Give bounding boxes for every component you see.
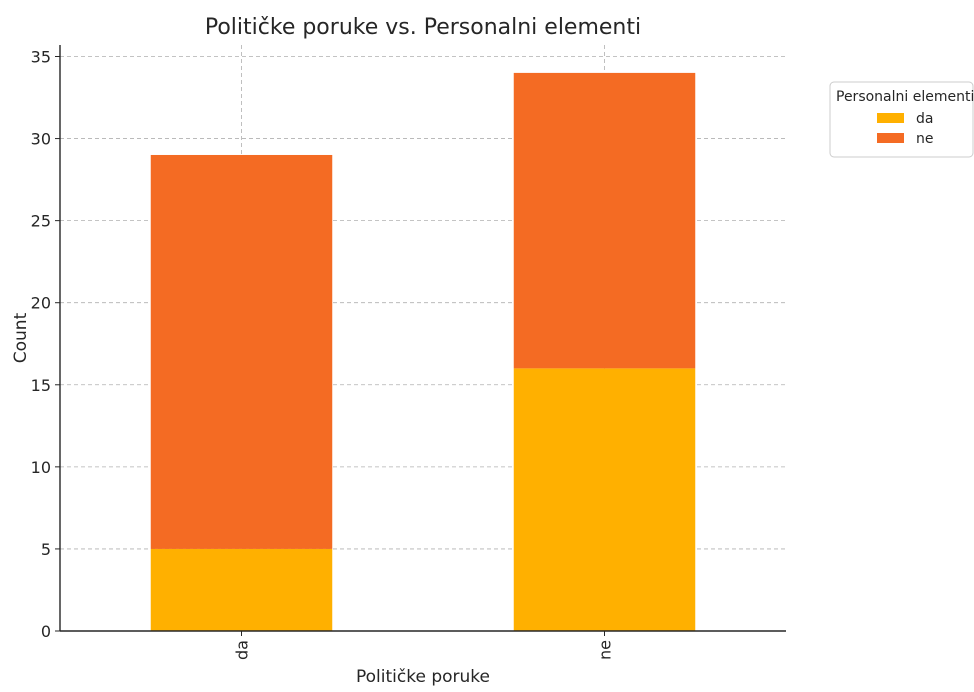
y-axis-label: Count <box>11 312 31 363</box>
bar-segment-ne-da <box>513 368 696 631</box>
y-tick-label: 30 <box>31 130 51 149</box>
bar-segment-da-ne <box>150 154 333 549</box>
y-tick-label: 20 <box>31 294 51 313</box>
legend-items: da ne <box>877 111 934 147</box>
y-tick-label: 0 <box>41 622 51 641</box>
bars <box>150 72 696 631</box>
legend-label-ne: ne <box>916 131 934 147</box>
bar-segment-da-da <box>150 548 333 631</box>
y-tick-label: 10 <box>31 458 51 477</box>
bar-segment-ne-ne <box>513 72 696 369</box>
x-axis-label: Političke poruke <box>356 667 490 687</box>
legend-swatch-da <box>877 113 904 123</box>
legend-label-da: da <box>916 111 933 127</box>
chart-title: Političke poruke vs. Personalni elementi <box>205 15 641 40</box>
y-axis-ticks: 0 5 10 15 20 25 30 35 <box>31 47 60 641</box>
legend-swatch-ne <box>877 133 904 143</box>
y-tick-label: 25 <box>31 212 51 231</box>
y-tick-label: 35 <box>31 47 51 66</box>
y-tick-label: 15 <box>31 376 51 395</box>
legend: Personalni elementi da ne <box>829 81 974 158</box>
x-tick-label: ne <box>596 640 615 660</box>
y-tick-label: 5 <box>41 540 51 559</box>
legend-title: Personalni elementi <box>836 89 974 105</box>
x-axis-ticks: da ne <box>233 631 615 660</box>
x-tick-label: da <box>233 640 252 660</box>
